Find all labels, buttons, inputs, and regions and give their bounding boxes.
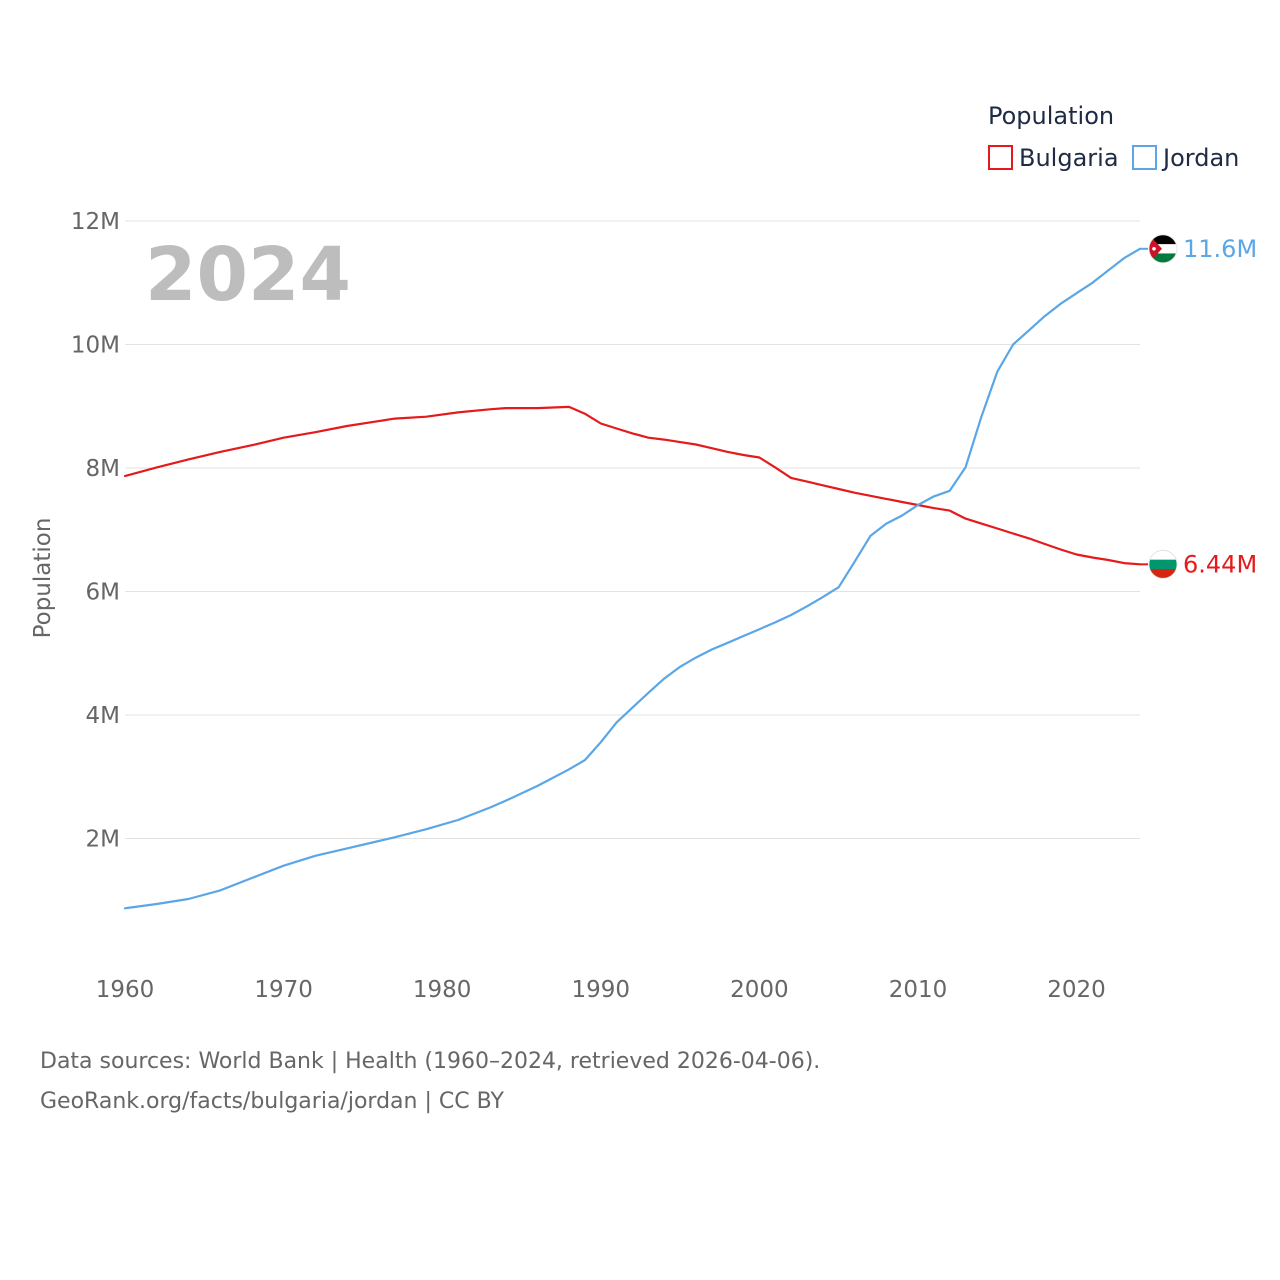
end-value-label-bulgaria: 6.44M xyxy=(1183,550,1257,578)
x-tick-1970: 1970 xyxy=(254,977,313,1003)
flag-icon-jordan xyxy=(1148,234,1178,264)
x-tick-1980: 1980 xyxy=(413,977,472,1003)
legend-swatch-bulgaria xyxy=(988,145,1013,170)
x-tick-2000: 2000 xyxy=(730,977,789,1003)
end-value-label-jordan: 11.6M xyxy=(1183,235,1257,263)
source-link[interactable]: GeoRank.org/facts/bulgaria/jordan | CC B… xyxy=(40,1089,504,1114)
legend-swatch-jordan xyxy=(1132,145,1157,170)
series-lines xyxy=(123,247,1142,910)
x-tick-1960: 1960 xyxy=(96,977,155,1003)
y-axis-label: Population xyxy=(30,518,56,639)
series-line-bulgaria[interactable] xyxy=(123,405,1142,566)
flag-icon-bulgaria xyxy=(1148,549,1178,579)
y-tick-12M: 12M xyxy=(71,209,120,235)
end-markers: 6.44M 11.6M xyxy=(1140,234,1257,579)
legend-title: Population xyxy=(988,102,1114,130)
legend-label-jordan: Jordan xyxy=(1161,144,1239,172)
legend-item-jordan[interactable]: Jordan xyxy=(1132,144,1239,172)
x-tick-2020: 2020 xyxy=(1047,977,1106,1003)
x-tick-labels: 1960 1970 1980 1990 2000 2010 2020 xyxy=(96,977,1106,1003)
y-tick-10M: 10M xyxy=(71,333,120,359)
legend-item-bulgaria[interactable]: Bulgaria xyxy=(988,144,1119,172)
x-tick-2010: 2010 xyxy=(889,977,948,1003)
y-tick-8M: 8M xyxy=(86,456,120,482)
y-tick-2M: 2M xyxy=(86,827,120,853)
grid-lines xyxy=(125,220,1140,839)
year-overlay-label: 2024 xyxy=(145,232,351,318)
y-tick-4M: 4M xyxy=(86,703,120,729)
legend-label-bulgaria: Bulgaria xyxy=(1019,144,1119,172)
source-line-1: Data sources: World Bank | Health (1960–… xyxy=(40,1049,821,1074)
x-tick-1990: 1990 xyxy=(572,977,631,1003)
y-tick-6M: 6M xyxy=(86,580,120,606)
series-line-jordan[interactable] xyxy=(123,247,1142,910)
source-note: Data sources: World Bank | Health (1960–… xyxy=(40,1042,820,1122)
y-tick-labels: 2M 4M 6M 8M 10M 12M xyxy=(71,209,120,853)
